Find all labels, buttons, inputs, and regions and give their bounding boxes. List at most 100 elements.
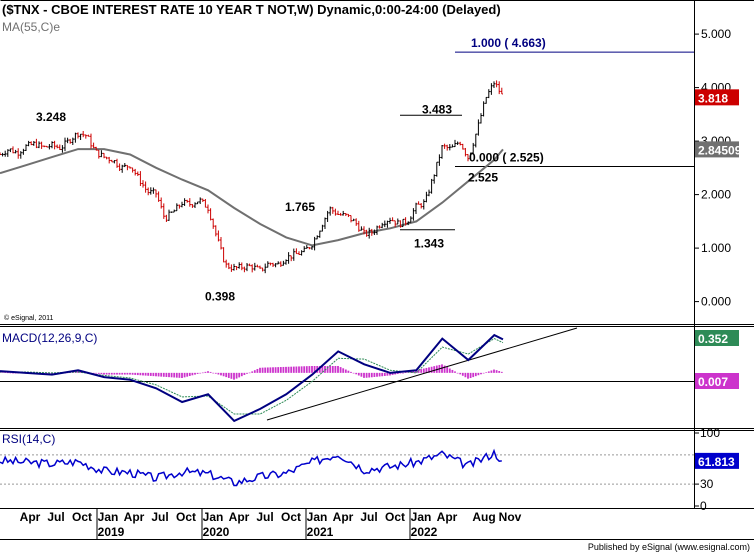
price-bar (82, 130, 85, 138)
macd-badges: 0.352 0.007 (695, 330, 739, 389)
macd-hist-bar (446, 367, 449, 373)
macd-hist-bar (181, 372, 183, 378)
price-bar (347, 213, 350, 218)
macd-hist-bar (357, 372, 360, 376)
price-bar (355, 218, 358, 226)
macd-hist-bar (425, 367, 428, 373)
macd-hist-bar (173, 372, 176, 378)
price-bar (92, 142, 95, 149)
price-bar (238, 262, 241, 269)
price-bar (316, 235, 319, 240)
last-price-badge-bg (695, 89, 739, 106)
price-bar (438, 154, 441, 166)
macd-hist-bar (251, 371, 254, 373)
last-price-badge: 3.818 (695, 89, 739, 106)
macd-hist-bar (396, 372, 399, 374)
price-bar (495, 80, 498, 88)
price-bar (165, 214, 168, 222)
macd-hist-bar (1, 372, 4, 373)
price-bar (118, 163, 121, 172)
macd-hist-bar (113, 372, 116, 375)
macd-hist-bar (253, 370, 256, 373)
macd-hist-bar (347, 370, 350, 373)
macd-hist-bar (116, 372, 118, 375)
price-bar (461, 143, 464, 150)
price-bar (154, 189, 158, 198)
price-bar (266, 261, 269, 268)
price-bar (188, 198, 191, 207)
macd-hist-bar (342, 368, 345, 373)
macd-hist-bar (321, 366, 324, 373)
macd-hist-bar (485, 372, 488, 373)
price-bar (222, 247, 225, 263)
price-bar (396, 218, 399, 225)
price-bar (329, 206, 332, 216)
ma-value-badge: 2.845094 (695, 141, 748, 158)
price-bar (11, 146, 15, 154)
last-price-badge-text: 3.818 (698, 91, 728, 105)
price-bar (474, 133, 477, 148)
price-bar (219, 237, 223, 250)
price-bar (362, 226, 366, 235)
macd-hist-bar (259, 367, 261, 373)
price-bar (134, 168, 137, 176)
price-bar (63, 137, 67, 152)
price-bar (128, 166, 132, 169)
price-bar (500, 87, 503, 95)
price-bar (375, 225, 379, 235)
price-bar (453, 139, 457, 148)
price-bar (17, 148, 20, 159)
month-label: Oct (385, 510, 405, 524)
price-bar (498, 81, 501, 95)
macd-hist-bar (329, 366, 332, 373)
price-bar (459, 141, 462, 146)
rsi-tick-label: 100 (700, 426, 720, 440)
macd-hist-bar (303, 366, 306, 373)
macd-hist-bar (456, 372, 459, 374)
fibonacci-levels (400, 51, 694, 231)
macd-hist-bar (287, 366, 290, 373)
price-bar (435, 161, 438, 177)
price-bar (206, 204, 210, 214)
price-bar (305, 245, 308, 249)
price-bar (89, 133, 93, 149)
macd-hist-bar (175, 372, 178, 378)
month-label: Jan (307, 510, 328, 524)
price-bar (227, 262, 230, 270)
macd-hist-bar (220, 372, 222, 376)
price-bar (394, 220, 397, 227)
rsi-axis: 0 30 100 61.813 (694, 426, 739, 513)
price-bar (310, 245, 314, 250)
month-label: Jul (256, 510, 273, 524)
ma-legend: MA(55,C)e (2, 20, 60, 34)
price-axis: 0.0001.0002.0003.0004.0005.0003.8182.845… (694, 27, 748, 309)
price-bar (6, 149, 9, 157)
rsi-value-badge: 61.813 (695, 452, 739, 469)
price-bar (383, 220, 386, 228)
price-bar (204, 199, 207, 208)
price-bar (313, 236, 316, 251)
price-bar (27, 140, 30, 147)
price-bar (235, 266, 238, 271)
price-tick-label: 0.000 (701, 295, 731, 309)
month-label: Jul (47, 510, 64, 524)
price-annotation: 1.343 (414, 237, 444, 251)
price-annotation: 1.765 (285, 200, 315, 214)
price-bar (186, 199, 189, 203)
price-bar (45, 145, 48, 148)
macd-hist-bar (430, 366, 433, 373)
macd-hist-bar (131, 372, 134, 375)
macd-hist-bar (298, 366, 300, 373)
price-bar (443, 143, 446, 149)
price-bar (160, 197, 163, 209)
month-label: Aug (472, 510, 495, 524)
macd-hist-bar (6, 372, 9, 374)
month-label: Jan (98, 510, 119, 524)
price-annotation: 1.000 ( 4.663) (471, 36, 546, 50)
macd-hist-bar (97, 372, 100, 374)
macd-hist-bar (469, 372, 472, 379)
macd-hist-bar (311, 366, 313, 373)
price-annotation: 3.248 (36, 110, 66, 124)
macd-hist-bar (477, 372, 480, 376)
macd-hist-bar (147, 372, 150, 376)
